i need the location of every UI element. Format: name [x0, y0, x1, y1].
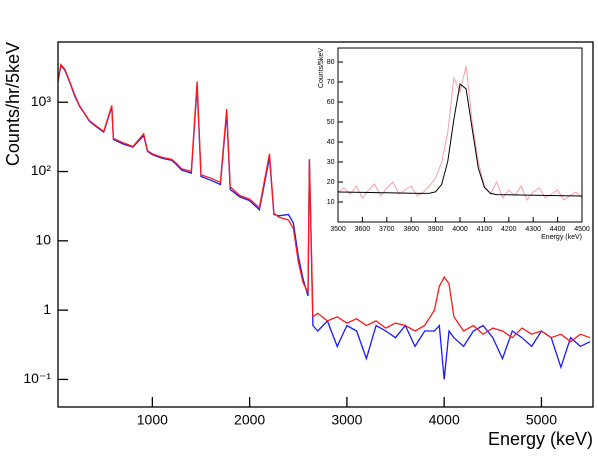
y-tick-label: 80 — [327, 59, 335, 66]
y-tick-label: 10 — [35, 232, 51, 248]
y-tick-label: 40 — [327, 139, 335, 146]
x-axis-label: Energy (keV) — [488, 429, 593, 449]
x-tick-label: 4300 — [525, 226, 541, 233]
x-tick-label: 3500 — [330, 226, 346, 233]
y-tick-label: 10³ — [31, 93, 52, 109]
x-tick-label: 4200 — [501, 226, 517, 233]
y-axis-label: Counts/hr/5keV — [3, 42, 23, 166]
y-tick-label: 1 — [43, 301, 51, 317]
x-tick-label: 3700 — [379, 226, 395, 233]
y-tick-label: 30 — [327, 159, 335, 166]
y-tick-label: 10² — [31, 162, 52, 178]
series-line — [338, 83, 582, 197]
x-tick-label: 3000 — [331, 412, 362, 428]
x-tick-label: 3800 — [403, 226, 419, 233]
x-tick-label: 4100 — [477, 226, 493, 233]
y-tick-label: 10⁻¹ — [23, 370, 51, 386]
y-tick-label: 20 — [327, 179, 335, 186]
x-tick-label: 4400 — [550, 226, 566, 233]
y-tick-label: 10 — [327, 199, 335, 206]
x-tick-label: 1000 — [137, 412, 168, 428]
x-tick-label: 2000 — [234, 412, 265, 428]
x-tick-label: 4500 — [574, 226, 590, 233]
plot-frame — [57, 41, 594, 408]
x-tick-label: 5000 — [526, 412, 557, 428]
y-tick-label: 70 — [327, 79, 335, 86]
x-tick-label: 3900 — [428, 226, 444, 233]
x-tick-label: 3600 — [355, 226, 371, 233]
series-line — [58, 63, 591, 380]
y-tick-label: 50 — [327, 119, 335, 126]
x-tick-label: 4000 — [429, 412, 460, 428]
series-line — [338, 65, 582, 201]
y-axis-label: Counts/5keV — [318, 48, 325, 88]
x-axis-label: Energy (keV) — [541, 234, 582, 241]
x-tick-label: 4000 — [452, 226, 468, 233]
y-tick-label: 60 — [327, 99, 335, 106]
series-line — [58, 62, 591, 343]
